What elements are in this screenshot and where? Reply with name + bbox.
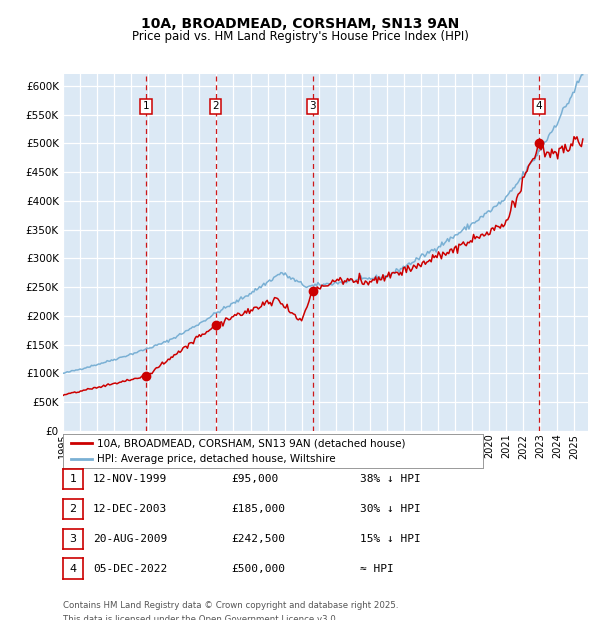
Text: 10A, BROADMEAD, CORSHAM, SN13 9AN: 10A, BROADMEAD, CORSHAM, SN13 9AN (141, 17, 459, 32)
Text: 38% ↓ HPI: 38% ↓ HPI (360, 474, 421, 484)
Text: £185,000: £185,000 (231, 504, 285, 514)
Text: 12-DEC-2003: 12-DEC-2003 (93, 504, 167, 514)
Text: 05-DEC-2022: 05-DEC-2022 (93, 564, 167, 574)
Text: 12-NOV-1999: 12-NOV-1999 (93, 474, 167, 484)
Text: HPI: Average price, detached house, Wiltshire: HPI: Average price, detached house, Wilt… (97, 454, 336, 464)
Text: 1: 1 (70, 474, 76, 484)
Text: £242,500: £242,500 (231, 534, 285, 544)
Text: 15% ↓ HPI: 15% ↓ HPI (360, 534, 421, 544)
Text: 3: 3 (309, 102, 316, 112)
Text: Price paid vs. HM Land Registry's House Price Index (HPI): Price paid vs. HM Land Registry's House … (131, 30, 469, 43)
Text: Contains HM Land Registry data © Crown copyright and database right 2025.: Contains HM Land Registry data © Crown c… (63, 601, 398, 611)
Text: 10A, BROADMEAD, CORSHAM, SN13 9AN (detached house): 10A, BROADMEAD, CORSHAM, SN13 9AN (detac… (97, 438, 406, 448)
Text: 2: 2 (212, 102, 219, 112)
Text: 3: 3 (70, 534, 76, 544)
Text: 20-AUG-2009: 20-AUG-2009 (93, 534, 167, 544)
Text: 1: 1 (143, 102, 149, 112)
Text: This data is licensed under the Open Government Licence v3.0.: This data is licensed under the Open Gov… (63, 615, 338, 620)
Text: £500,000: £500,000 (231, 564, 285, 574)
Text: ≈ HPI: ≈ HPI (360, 564, 394, 574)
Text: £95,000: £95,000 (231, 474, 278, 484)
Text: 4: 4 (70, 564, 76, 574)
Text: 30% ↓ HPI: 30% ↓ HPI (360, 504, 421, 514)
Text: 2: 2 (70, 504, 76, 514)
Text: 4: 4 (536, 102, 542, 112)
